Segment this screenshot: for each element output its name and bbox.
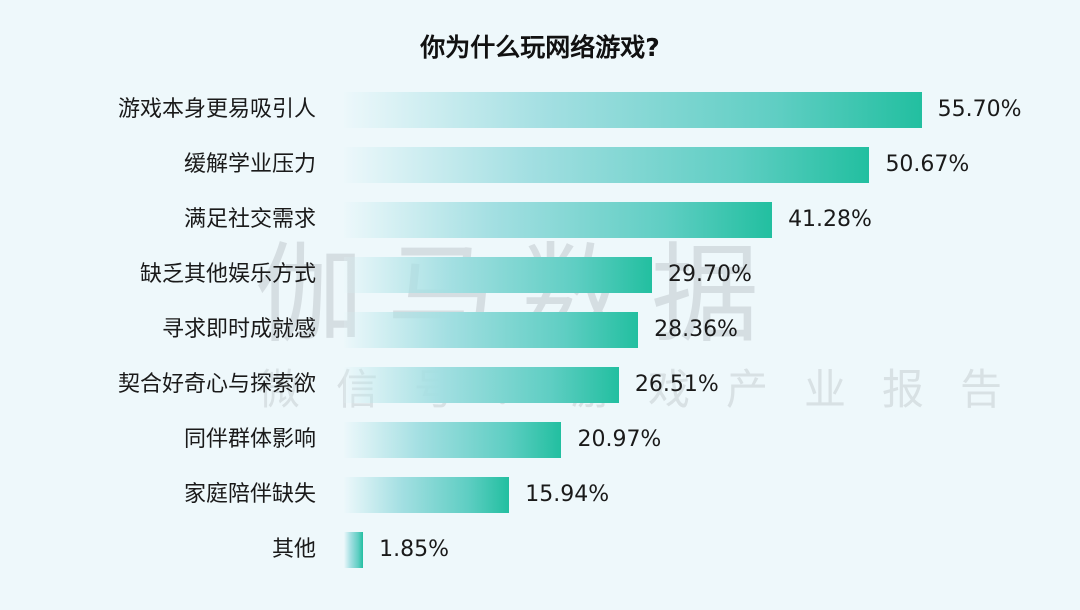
bar-row: 家庭陪伴缺失 15.94% — [0, 475, 1080, 515]
value-label: 28.36% — [654, 317, 738, 342]
bar — [344, 147, 870, 183]
value-label: 41.28% — [788, 207, 872, 232]
bar-row: 缓解学业压力 50.67% — [0, 145, 1080, 185]
bar-row: 其他 1.85% — [0, 530, 1080, 570]
category-label: 缺乏其他娱乐方式 — [139, 262, 316, 287]
value-label: 1.85% — [379, 537, 450, 562]
category-label: 契合好奇心与探索欲 — [117, 372, 316, 397]
bar-row: 游戏本身更易吸引人 55.70% — [0, 90, 1080, 130]
bar-row: 同伴群体影响 20.97% — [0, 420, 1080, 460]
value-label: 15.94% — [525, 482, 610, 507]
category-label: 满足社交需求 — [183, 207, 316, 232]
bar-row: 缺乏其他娱乐方式 29.70% — [0, 255, 1080, 295]
bar-row: 寻求即时成就感 28.36% — [0, 310, 1080, 350]
bar — [344, 202, 773, 238]
category-label: 游戏本身更易吸引人 — [117, 97, 316, 122]
bar-row: 满足社交需求 41.28% — [0, 200, 1080, 240]
bar-row: 契合好奇心与探索欲 26.51% — [0, 365, 1080, 405]
category-label: 其他 — [271, 537, 316, 562]
category-label: 同伴群体影响 — [183, 427, 316, 452]
bar — [344, 92, 922, 128]
bar — [344, 312, 639, 348]
category-label: 缓解学业压力 — [183, 152, 316, 177]
value-label: 50.67% — [885, 152, 970, 177]
bar — [344, 367, 619, 403]
category-label: 家庭陪伴缺失 — [183, 482, 316, 507]
bar — [344, 422, 562, 458]
value-label: 26.51% — [634, 372, 719, 397]
value-label: 29.70% — [667, 262, 752, 287]
value-label: 20.97% — [577, 427, 662, 452]
category-label: 寻求即时成就感 — [161, 317, 316, 342]
bar — [344, 477, 510, 513]
value-label: 55.70% — [937, 97, 1022, 122]
bar — [344, 532, 364, 568]
bar — [344, 257, 652, 293]
chart-title: 你为什么玩网络游戏? — [420, 33, 660, 62]
